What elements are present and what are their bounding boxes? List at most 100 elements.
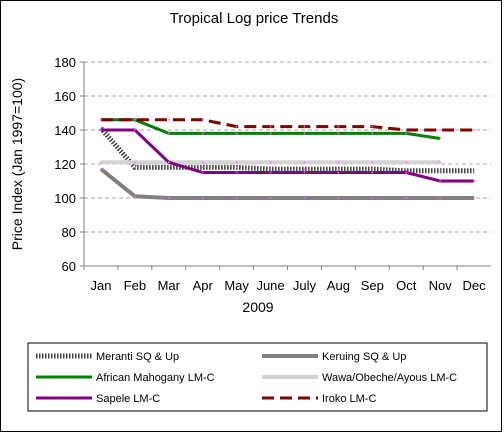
series-lines (99, 118, 475, 200)
legend-box (27, 342, 488, 412)
data-point-iroko-lm-c (371, 125, 374, 128)
data-point-wawa-obeche-ayous-lm-c (133, 161, 136, 164)
y-tick-label: 160 (54, 89, 76, 104)
y-tick-label: 140 (54, 123, 76, 138)
data-point-meranti-sq-up (439, 169, 442, 172)
data-point-sapele-lm-c (337, 171, 340, 174)
series-line-iroko-lm-c (100, 118, 475, 132)
data-point-meranti-sq-up (337, 168, 340, 171)
data-point-wawa-obeche-ayous-lm-c (405, 161, 408, 164)
y-axis-label: Price Index (Jan 1997=100) (9, 78, 25, 250)
x-tick-label: May (224, 278, 249, 293)
data-point-keruing-sq-up (371, 197, 374, 199)
data-point-iroko-lm-c (303, 125, 306, 128)
x-tick-label: Sep (361, 278, 384, 293)
series-line-keruing-sq-up (99, 167, 475, 200)
legend: Meranti SQ & Up Keruing SQ & Up African Ma… (27, 342, 488, 412)
data-point-keruing-sq-up (337, 197, 340, 199)
x-tick-label: Mar (158, 278, 181, 293)
data-point-keruing-sq-up (439, 197, 442, 199)
data-point-keruing-sq-up (167, 197, 170, 199)
data-point-wawa-obeche-ayous-lm-c (235, 161, 238, 164)
y-tick-label: 60 (62, 259, 76, 274)
data-point-african-mahogany-lm-c (405, 132, 408, 135)
data-point-keruing-sq-up (133, 195, 136, 198)
data-point-sapele-lm-c (439, 180, 442, 182)
data-point-sapele-lm-c (473, 180, 475, 182)
data-point-sapele-lm-c (303, 171, 306, 174)
data-point-iroko-lm-c (100, 118, 102, 121)
data-point-iroko-lm-c (439, 129, 442, 131)
data-point-african-mahogany-lm-c (235, 132, 238, 135)
data-point-african-mahogany-lm-c (269, 132, 272, 135)
data-point-meranti-sq-up (473, 169, 475, 172)
x-axis-label: 2009 (242, 299, 273, 315)
legend-label-african-mahogany-lm-c: African Mahogany LM-C (96, 372, 215, 384)
data-point-iroko-lm-c (405, 129, 408, 131)
data-point-sapele-lm-c (235, 171, 238, 174)
data-point-keruing-sq-up (201, 197, 204, 199)
data-point-wawa-obeche-ayous-lm-c (303, 161, 306, 164)
data-point-sapele-lm-c (100, 129, 102, 131)
data-point-keruing-sq-up (473, 197, 475, 199)
y-tick-label: 80 (62, 225, 76, 240)
data-point-sapele-lm-c (269, 171, 272, 174)
data-point-iroko-lm-c (337, 125, 340, 128)
data-point-meranti-sq-up (269, 168, 272, 171)
legend-label-meranti-sq-up: Meranti SQ & Up (96, 351, 179, 363)
data-point-african-mahogany-lm-c (371, 132, 374, 135)
data-point-meranti-sq-up (371, 168, 374, 171)
data-point-keruing-sq-up (100, 168, 102, 171)
data-point-iroko-lm-c (473, 129, 475, 131)
y-tick-label: 100 (54, 191, 76, 206)
data-point-sapele-lm-c (167, 161, 170, 164)
series-line-meranti-sq-up (99, 126, 475, 174)
x-tick-label: Feb (124, 278, 146, 293)
data-point-african-mahogany-lm-c (303, 132, 306, 135)
data-point-meranti-sq-up (235, 166, 238, 169)
legend-label-keruing-sq-up: Keruing SQ & Up (322, 351, 406, 363)
data-point-sapele-lm-c (133, 129, 136, 131)
data-point-iroko-lm-c (201, 118, 204, 121)
legend-label-iroko-lm-c: Iroko LM-C (322, 393, 376, 405)
legend-label-wawa-obeche-ayous-lm-c: Wawa/Obeche/Ayous LM-C (322, 372, 457, 384)
axes (83, 62, 491, 267)
data-point-wawa-obeche-ayous-lm-c (201, 161, 204, 164)
data-point-keruing-sq-up (269, 197, 272, 199)
data-point-sapele-lm-c (371, 171, 374, 174)
legend-label-sapele-lm-c: Sapele LM-C (96, 393, 160, 405)
gridlines (80, 61, 491, 270)
series-line-sapele-lm-c (100, 128, 475, 183)
data-point-wawa-obeche-ayous-lm-c (269, 161, 272, 164)
x-tick-label: June (256, 278, 284, 293)
x-tick-label: Nov (429, 278, 453, 293)
data-point-iroko-lm-c (235, 125, 238, 128)
data-point-iroko-lm-c (269, 125, 272, 128)
data-point-sapele-lm-c (405, 171, 408, 174)
x-tick-label: Aug (327, 278, 350, 293)
data-point-meranti-sq-up (303, 168, 306, 171)
data-point-wawa-obeche-ayous-lm-c (100, 161, 102, 164)
chart-title: Tropical Log price Trends (170, 10, 339, 27)
data-point-meranti-sq-up (167, 166, 170, 169)
y-tick-labels: 60 80 100 120 140 160 180 (54, 55, 76, 274)
data-point-african-mahogany-lm-c (167, 132, 170, 135)
data-point-wawa-obeche-ayous-lm-c (439, 161, 442, 164)
x-tick-label: Apr (193, 278, 214, 293)
x-tick-labels: Jan Feb Mar Apr May June July Aug Sep Oct Nov Dec (90, 278, 486, 293)
data-point-wawa-obeche-ayous-lm-c (337, 161, 340, 164)
y-tick-label: 180 (54, 55, 76, 70)
data-point-wawa-obeche-ayous-lm-c (371, 161, 374, 164)
y-tick-label: 120 (54, 157, 76, 172)
data-point-keruing-sq-up (235, 197, 238, 199)
data-point-sapele-lm-c (201, 171, 204, 174)
data-point-african-mahogany-lm-c (201, 132, 204, 135)
x-tick-label: Oct (396, 278, 417, 293)
x-tick-label: July (293, 278, 317, 293)
data-point-meranti-sq-up (201, 166, 204, 169)
data-point-meranti-sq-up (133, 166, 136, 169)
data-point-african-mahogany-lm-c (337, 132, 340, 135)
data-point-iroko-lm-c (167, 118, 170, 121)
data-point-keruing-sq-up (405, 197, 408, 199)
